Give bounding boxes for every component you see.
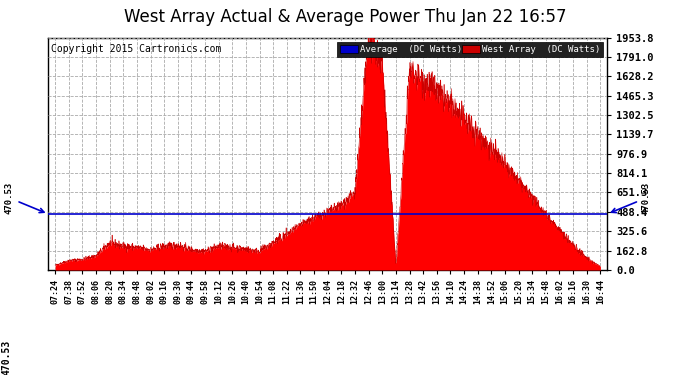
Text: West Array Actual & Average Power Thu Jan 22 16:57: West Array Actual & Average Power Thu Ja… [124, 8, 566, 26]
Text: 470.53: 470.53 [5, 182, 44, 214]
Text: 470.53: 470.53 [611, 182, 651, 214]
Legend: Average  (DC Watts), West Array  (DC Watts): Average (DC Watts), West Array (DC Watts… [337, 42, 602, 57]
Text: 470.53: 470.53 [2, 340, 12, 375]
Text: Copyright 2015 Cartronics.com: Copyright 2015 Cartronics.com [51, 45, 221, 54]
